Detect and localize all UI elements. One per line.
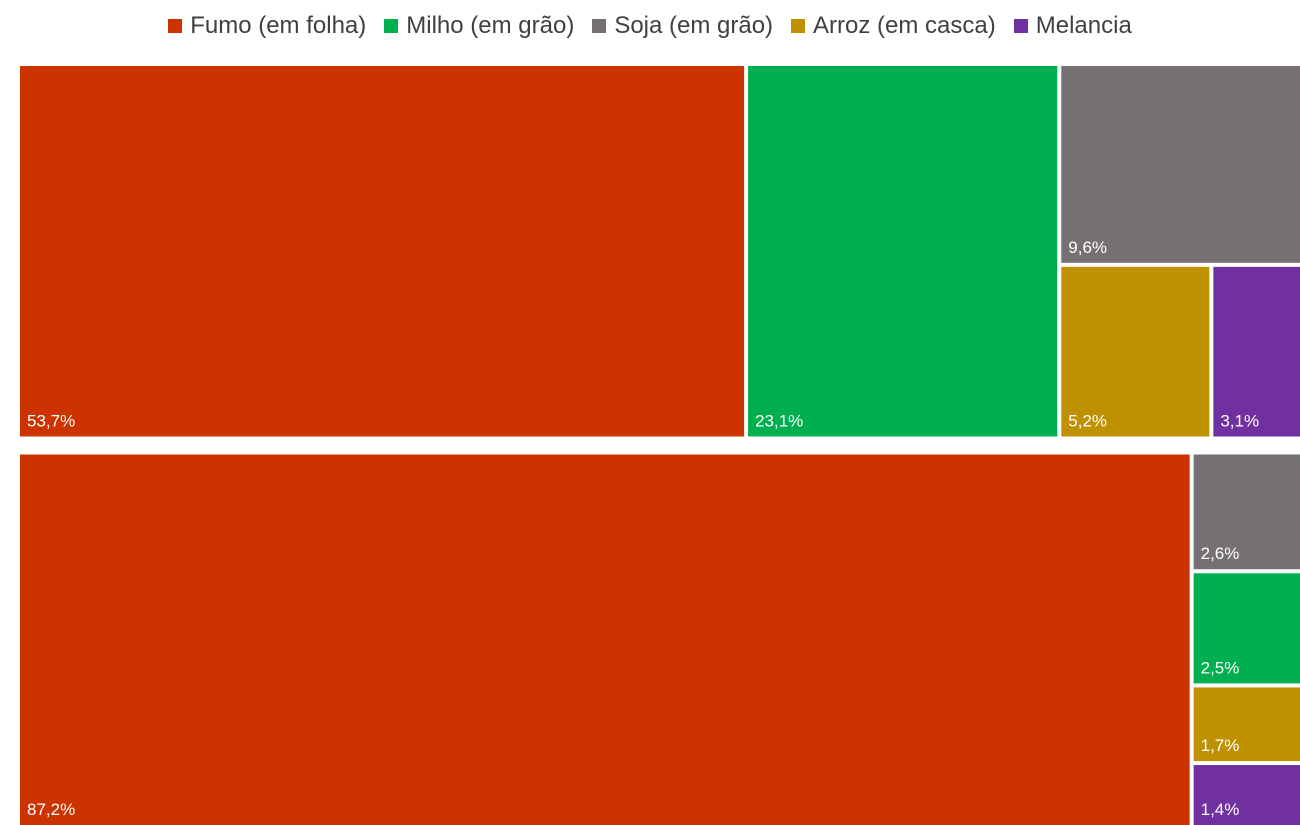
treemap-cell-label: 2,5%	[1201, 658, 1240, 677]
treemap-cell	[20, 66, 745, 437]
chart-legend: Fumo (em folha) Milho (em grão) Soja (em g…	[0, 6, 1300, 46]
legend-swatch	[592, 19, 607, 33]
treemap-cell-label: 3,1%	[1220, 412, 1259, 431]
treemap-cell-label: 53,7%	[27, 412, 75, 431]
treemap-cell-label: 1,7%	[1201, 736, 1240, 755]
treemap-cell-label: 1,4%	[1201, 800, 1240, 819]
legend-swatch	[384, 19, 399, 33]
legend-swatch	[1013, 19, 1028, 33]
treemap-cell	[1193, 765, 1300, 825]
treemap-cell	[1213, 266, 1300, 437]
treemap-cell-label: 23,1%	[755, 412, 803, 431]
legend-label: Melancia	[1035, 12, 1132, 39]
legend-label: Fumo (em folha)	[190, 12, 367, 39]
treemap-cell-label: 87,2%	[27, 800, 75, 819]
legend-item: Melancia	[1013, 12, 1132, 40]
treemap-cell-label: 2,6%	[1201, 544, 1240, 563]
treemap-cell	[748, 66, 1058, 437]
legend-label: Soja (em grão)	[614, 12, 774, 39]
treemap-cell	[1193, 687, 1300, 762]
legend-item: Milho (em grão)	[384, 12, 574, 40]
treemap-cell	[1061, 66, 1300, 263]
treemap-cell-label: 5,2%	[1068, 412, 1107, 431]
legend-item: Arroz (em casca)	[791, 12, 996, 40]
treemap-cell	[1193, 573, 1300, 684]
treemap-cell	[20, 454, 1190, 825]
legend-label: Arroz (em casca)	[813, 12, 996, 39]
legend-swatch	[791, 19, 806, 33]
treemap-cell	[1061, 266, 1210, 437]
treemap-cell-label: 9,6%	[1068, 238, 1107, 257]
legend-item: Fumo (em folha)	[168, 12, 366, 40]
treemap-cell	[1193, 454, 1300, 570]
legend-item: Soja (em grão)	[592, 12, 773, 40]
legend-swatch	[168, 19, 183, 33]
legend-label: Milho (em grão)	[406, 12, 575, 39]
